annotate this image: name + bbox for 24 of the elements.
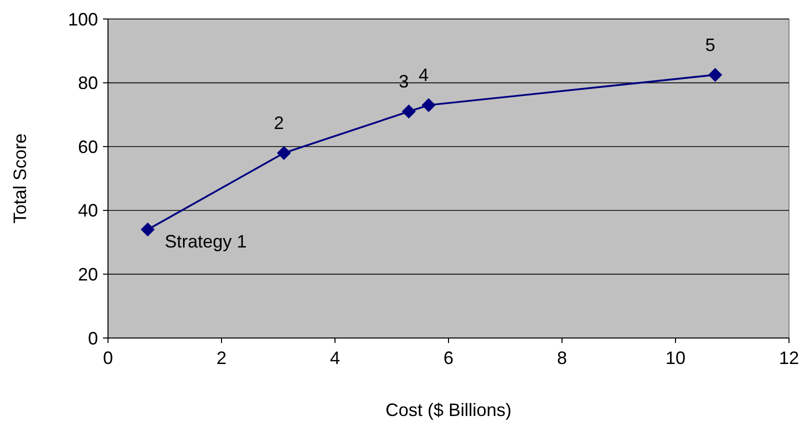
point [422,98,436,112]
annotation: 2 [274,112,284,133]
x-tick-label: 12 [778,348,800,368]
y-tick-label: 100 [68,9,98,30]
x-axis-title: Cost ($ Billions) [385,400,512,420]
y-axis-title: Total Score [10,133,30,224]
x-tick-label: 0 [102,348,114,368]
x-tick-label: 6 [443,348,454,368]
x-tick-label: 10 [665,348,686,368]
y-tick-label: 20 [78,264,98,284]
annotation: 5 [705,34,716,55]
y-tick-label: 40 [78,200,98,221]
x-tick-label: 8 [556,348,568,368]
y-tick-label: 80 [78,73,98,94]
point [140,222,155,237]
x-tick-label: 4 [330,348,340,368]
x-tick-label: 2 [216,348,227,368]
y-tick-label: 60 [78,136,98,157]
annotation: Strategy 1 [164,232,247,252]
y-tick-label: 0 [88,328,98,348]
point [708,68,722,82]
annotation: 4 [418,65,429,86]
point [276,146,291,160]
point [402,104,416,119]
